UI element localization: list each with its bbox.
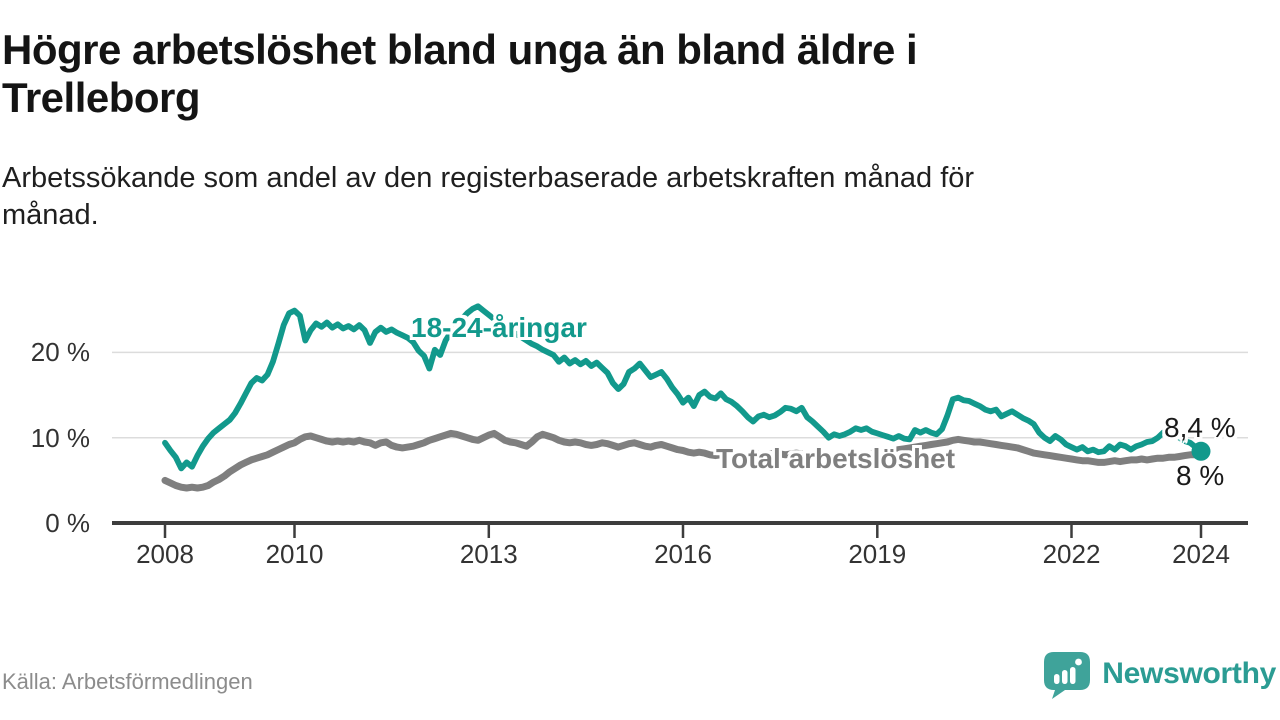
youth-unemployment-line bbox=[162, 303, 1204, 472]
y-axis-label: 20 % bbox=[30, 337, 90, 368]
newsworthy-speech-bubble-icon bbox=[1044, 651, 1091, 699]
x-axis-label: 2022 bbox=[1042, 539, 1101, 569]
latest-value-dot bbox=[1191, 441, 1211, 461]
x-axis-label: 2008 bbox=[136, 539, 194, 569]
series-label-youth: 18-24-åringar bbox=[411, 312, 587, 343]
x-axis-label: 2010 bbox=[265, 539, 324, 569]
subtitle-line-1: Arbetssökande som andel av den registerb… bbox=[2, 162, 975, 194]
x-axis-label: 2013 bbox=[459, 539, 518, 569]
total-unemployment-line bbox=[161, 429, 1205, 492]
brand-name: Newsworthy bbox=[1102, 657, 1276, 690]
chart-subtitle: Arbetssökande som andel av den registerb… bbox=[2, 160, 1212, 234]
brand-logo: Newsworthy bbox=[1042, 648, 1276, 700]
title-line-1: Högre arbetslöshet bland unga än bland ä… bbox=[2, 26, 918, 73]
y-axis-label: 10 % bbox=[30, 422, 90, 453]
y-axis-label: 0 % bbox=[45, 508, 90, 538]
title-line-2: Trelleborg bbox=[2, 74, 201, 121]
source-attribution: Källa: Arbetsförmedlingen bbox=[2, 669, 253, 694]
end-value-label-total: 8 % bbox=[1176, 460, 1225, 491]
page-title: Högre arbetslöshet bland unga än bland ä… bbox=[2, 26, 1212, 122]
end-value-label-youth: 8,4 % bbox=[1164, 412, 1236, 443]
x-axis-label: 2016 bbox=[654, 539, 712, 569]
subtitle-line-2: månad. bbox=[2, 199, 99, 231]
x-axis-label: 2019 bbox=[848, 539, 907, 569]
series-label-total: Total arbetslöshet bbox=[716, 443, 956, 474]
x-axis-label: 2024 bbox=[1172, 539, 1230, 569]
